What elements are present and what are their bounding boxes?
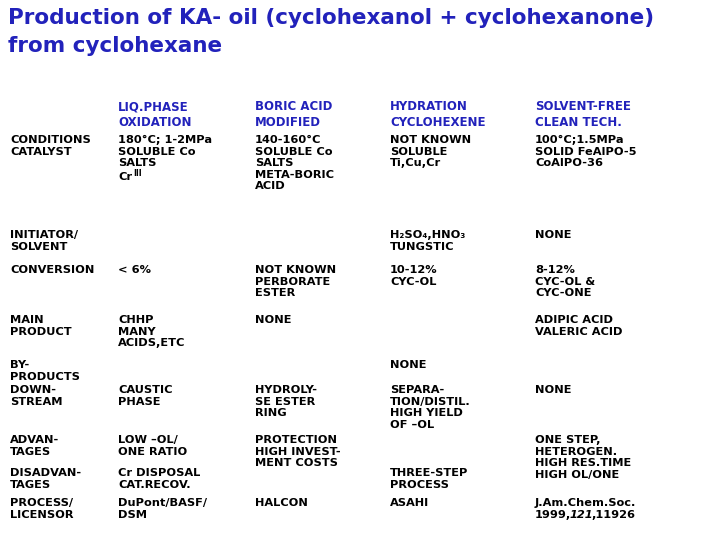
Text: NONE: NONE	[390, 360, 426, 370]
Text: 180°C; 1-2MPa
SOLUBLE Co
SALTS: 180°C; 1-2MPa SOLUBLE Co SALTS	[118, 135, 212, 168]
Text: THREE-STEP
PROCESS: THREE-STEP PROCESS	[390, 468, 469, 490]
Text: Production of KA- oil (cyclohexanol + cyclohexanone): Production of KA- oil (cyclohexanol + cy…	[8, 8, 654, 28]
Text: CONVERSION: CONVERSION	[10, 265, 94, 275]
Text: DuPont/BASF/
DSM: DuPont/BASF/ DSM	[118, 498, 207, 519]
Text: LOW –OL/
ONE RATIO: LOW –OL/ ONE RATIO	[118, 435, 187, 457]
Text: 8-12%
CYC-OL &
CYC-ONE: 8-12% CYC-OL & CYC-ONE	[535, 265, 595, 298]
Text: Cr: Cr	[118, 172, 132, 183]
Text: DOWN-
STREAM: DOWN- STREAM	[10, 385, 63, 407]
Text: ONE STEP,
HETEROGEN.
HIGH RES.TIME
HIGH OL/ONE: ONE STEP, HETEROGEN. HIGH RES.TIME HIGH …	[535, 435, 631, 480]
Text: DISADVAN-
TAGES: DISADVAN- TAGES	[10, 468, 81, 490]
Text: III: III	[133, 170, 142, 179]
Text: NONE: NONE	[255, 315, 292, 325]
Text: 140-160°C
SOLUBLE Co
SALTS
META-BORIC
ACID: 140-160°C SOLUBLE Co SALTS META-BORIC AC…	[255, 135, 334, 191]
Text: HYDRATION
CYCLOHEXENE: HYDRATION CYCLOHEXENE	[390, 100, 485, 129]
Text: HYDROLY-
SE ESTER
RING: HYDROLY- SE ESTER RING	[255, 385, 317, 418]
Text: LIQ.PHASE
OXIDATION: LIQ.PHASE OXIDATION	[118, 100, 192, 129]
Text: ,11926: ,11926	[591, 510, 635, 521]
Text: H₂SO₄,HNO₃
TUNGSTIC: H₂SO₄,HNO₃ TUNGSTIC	[390, 230, 465, 252]
Text: SOLVENT-FREE
CLEAN TECH.: SOLVENT-FREE CLEAN TECH.	[535, 100, 631, 129]
Text: BY-
PRODUCTS: BY- PRODUCTS	[10, 360, 80, 382]
Text: J.Am.Chem.Soc.: J.Am.Chem.Soc.	[535, 498, 636, 508]
Text: 10-12%
CYC-OL: 10-12% CYC-OL	[390, 265, 438, 287]
Text: HALCON: HALCON	[255, 498, 308, 508]
Text: SEPARA-
TION/DISTIL.
HIGH YIELD
OF –OL: SEPARA- TION/DISTIL. HIGH YIELD OF –OL	[390, 385, 471, 430]
Text: NONE: NONE	[535, 385, 572, 395]
Text: from cyclohexane: from cyclohexane	[8, 36, 222, 56]
Text: < 6%: < 6%	[118, 265, 151, 275]
Text: CAUSTIC
PHASE: CAUSTIC PHASE	[118, 385, 173, 407]
Text: CONDITIONS
CATALYST: CONDITIONS CATALYST	[10, 135, 91, 157]
Text: Cr DISPOSAL
CAT.RECOV.: Cr DISPOSAL CAT.RECOV.	[118, 468, 200, 490]
Text: ASAHI: ASAHI	[390, 498, 429, 508]
Text: 1999,: 1999,	[535, 510, 571, 521]
Text: PROCESS/
LICENSOR: PROCESS/ LICENSOR	[10, 498, 73, 519]
Text: ADVAN-
TAGES: ADVAN- TAGES	[10, 435, 59, 457]
Text: ADIPIC ACID
VALERIC ACID: ADIPIC ACID VALERIC ACID	[535, 315, 623, 336]
Text: INITIATOR/
SOLVENT: INITIATOR/ SOLVENT	[10, 230, 78, 252]
Text: 121: 121	[570, 510, 593, 521]
Text: 100°C;1.5MPa
SOLID FeAlPO-5
CoAlPO-36: 100°C;1.5MPa SOLID FeAlPO-5 CoAlPO-36	[535, 135, 636, 168]
Text: BORIC ACID
MODIFIED: BORIC ACID MODIFIED	[255, 100, 333, 129]
Text: CHHP
MANY
ACIDS,ETC: CHHP MANY ACIDS,ETC	[118, 315, 185, 348]
Text: PROTECTION
HIGH INVEST-
MENT COSTS: PROTECTION HIGH INVEST- MENT COSTS	[255, 435, 341, 468]
Text: MAIN
PRODUCT: MAIN PRODUCT	[10, 315, 71, 336]
Text: NONE: NONE	[535, 230, 572, 240]
Text: NOT KNOWN
PERBORATE
ESTER: NOT KNOWN PERBORATE ESTER	[255, 265, 336, 298]
Text: NOT KNOWN
SOLUBLE
Ti,Cu,Cr: NOT KNOWN SOLUBLE Ti,Cu,Cr	[390, 135, 471, 168]
